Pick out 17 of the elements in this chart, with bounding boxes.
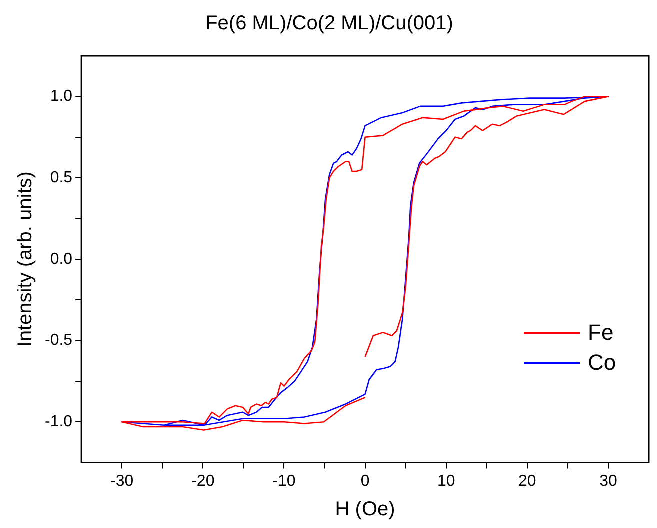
legend-label: Fe [588,320,614,346]
y-tick-label: -0.5 [44,332,73,350]
y-axis-title: Intensity (arb. units) [14,172,37,348]
x-tick-label: 30 [600,472,618,490]
x-axis-title: H (Oe) [335,498,396,521]
x-tick-label: -20 [192,472,215,490]
x-tick-label: 10 [437,472,456,490]
y-tick-label: 0.0 [50,250,73,268]
legend-label: Co [588,350,616,376]
x-tick-label: 20 [518,472,536,490]
x-tick-label: -10 [272,472,296,490]
x-tick-label: 0 [360,472,370,490]
x-tick-label: -30 [110,472,134,490]
y-tick-label: 1.0 [50,88,73,106]
chart-title: Fe(6 ML)/Co(2 ML)/Cu(001) [206,12,454,35]
y-tick-label: 0.5 [50,169,73,186]
y-tick-label: -1.0 [44,414,73,431]
